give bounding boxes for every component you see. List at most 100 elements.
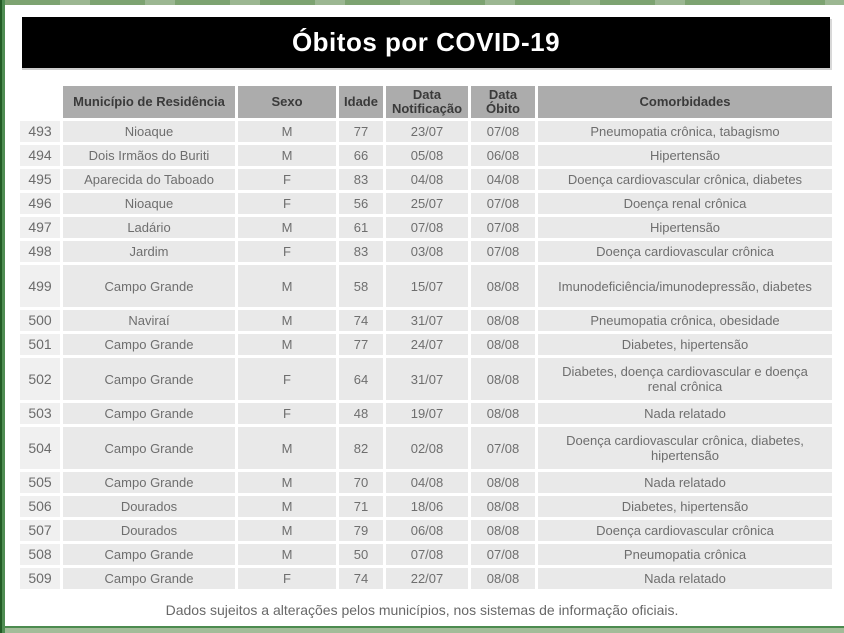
cell-municipio: Campo Grande: [63, 265, 235, 307]
cell-idade: 66: [339, 145, 383, 166]
cell-data-notificacao: 03/08: [386, 241, 468, 262]
table-row: 508 Campo Grande M 50 07/08 07/08 Pneumopatia …: [20, 544, 832, 565]
cell-municipio: Aparecida do Taboado: [63, 169, 235, 190]
cell-sexo: M: [238, 217, 336, 238]
col-header-sexo: Sexo: [238, 86, 336, 118]
cell-idade: 74: [339, 310, 383, 331]
cell-data-obito: 04/08: [471, 169, 535, 190]
cell-municipio: Campo Grande: [63, 544, 235, 565]
cell-data-notificacao: 07/08: [386, 544, 468, 565]
cell-row-number: 506: [20, 496, 60, 517]
cell-sexo: M: [238, 121, 336, 142]
cell-municipio: Dourados: [63, 496, 235, 517]
col-header-comorbidades: Comorbidades: [538, 86, 832, 118]
cell-data-notificacao: 04/08: [386, 169, 468, 190]
table-row: 499 Campo Grande M 58 15/07 08/08 Imunodeficiê…: [20, 265, 832, 307]
cell-municipio: Nioaque: [63, 193, 235, 214]
cell-data-obito: 06/08: [471, 145, 535, 166]
cell-comorbidades: Doença cardiovascular crônica: [538, 520, 832, 541]
cell-data-notificacao: 22/07: [386, 568, 468, 589]
cell-data-obito: 08/08: [471, 265, 535, 307]
cell-row-number: 496: [20, 193, 60, 214]
cell-data-obito: 08/08: [471, 310, 535, 331]
cell-data-notificacao: 25/07: [386, 193, 468, 214]
cell-sexo: M: [238, 334, 336, 355]
table-body: 493 Nioaque M 77 23/07 07/08 Pneumopatia crôni…: [20, 121, 832, 589]
table-row: 494 Dois Irmãos do Buriti M 66 05/08 06/08 Hip…: [20, 145, 832, 166]
cell-idade: 61: [339, 217, 383, 238]
cell-data-notificacao: 24/07: [386, 334, 468, 355]
cell-comorbidades: Nada relatado: [538, 472, 832, 493]
cell-data-notificacao: 04/08: [386, 472, 468, 493]
table-row: 502 Campo Grande F 64 31/07 08/08 Diabetes, do…: [20, 358, 832, 400]
table-row: 500 Naviraí M 74 31/07 08/08 Pneumopatia crôni…: [20, 310, 832, 331]
top-border-decoration: [5, 0, 844, 5]
table-row: 504 Campo Grande M 82 02/08 07/08 Doença cardi…: [20, 427, 832, 469]
cell-data-notificacao: 05/08: [386, 145, 468, 166]
cell-row-number: 499: [20, 265, 60, 307]
cell-data-notificacao: 23/07: [386, 121, 468, 142]
cell-sexo: M: [238, 520, 336, 541]
cell-municipio: Campo Grande: [63, 334, 235, 355]
title-banner: Óbitos por COVID-19: [22, 17, 830, 68]
cell-idade: 79: [339, 520, 383, 541]
cell-row-number: 495: [20, 169, 60, 190]
col-header-data-obito: Data Óbito: [471, 86, 535, 118]
cell-data-notificacao: 31/07: [386, 310, 468, 331]
cell-row-number: 498: [20, 241, 60, 262]
cell-data-obito: 07/08: [471, 121, 535, 142]
cell-data-notificacao: 06/08: [386, 520, 468, 541]
cell-row-number: 501: [20, 334, 60, 355]
cell-data-obito: 08/08: [471, 334, 535, 355]
cell-sexo: F: [238, 403, 336, 424]
cell-municipio: Naviraí: [63, 310, 235, 331]
cell-sexo: M: [238, 145, 336, 166]
cell-data-obito: 08/08: [471, 403, 535, 424]
cell-data-obito: 08/08: [471, 358, 535, 400]
cell-row-number: 497: [20, 217, 60, 238]
cell-municipio: Ladário: [63, 217, 235, 238]
cell-comorbidades: Doença cardiovascular crônica, diabetes,…: [538, 427, 832, 469]
bottom-border-decoration: [5, 626, 844, 633]
cell-sexo: M: [238, 427, 336, 469]
cell-row-number: 508: [20, 544, 60, 565]
cell-municipio: Campo Grande: [63, 403, 235, 424]
cell-idade: 77: [339, 334, 383, 355]
cell-idade: 58: [339, 265, 383, 307]
cell-municipio: Dois Irmãos do Buriti: [63, 145, 235, 166]
table-row: 498 Jardim F 83 03/08 07/08 Doença cardiovascu…: [20, 241, 832, 262]
cell-comorbidades: Pneumopatia crônica: [538, 544, 832, 565]
cell-data-obito: 08/08: [471, 472, 535, 493]
cell-comorbidades: Doença cardiovascular crônica: [538, 241, 832, 262]
table-row: 501 Campo Grande M 77 24/07 08/08 Diabetes, hi…: [20, 334, 832, 355]
comorbidades-text: Doença cardiovascular crônica, diabetes,…: [566, 433, 804, 463]
cell-idade: 83: [339, 169, 383, 190]
cell-row-number: 500: [20, 310, 60, 331]
cell-idade: 82: [339, 427, 383, 469]
cell-sexo: F: [238, 241, 336, 262]
cell-sexo: M: [238, 496, 336, 517]
cell-data-notificacao: 31/07: [386, 358, 468, 400]
cell-comorbidades: Pneumopatia crônica, obesidade: [538, 310, 832, 331]
table-row: 493 Nioaque M 77 23/07 07/08 Pneumopatia crôni…: [20, 121, 832, 142]
cell-municipio: Campo Grande: [63, 427, 235, 469]
cell-idade: 71: [339, 496, 383, 517]
cell-row-number: 494: [20, 145, 60, 166]
comorbidades-text: Diabetes, doença cardiovascular e doença…: [562, 364, 808, 394]
cell-row-number: 493: [20, 121, 60, 142]
cell-comorbidades: Diabetes, hipertensão: [538, 334, 832, 355]
cell-data-obito: 07/08: [471, 241, 535, 262]
cell-data-obito: 07/08: [471, 217, 535, 238]
cell-idade: 77: [339, 121, 383, 142]
page-title: Óbitos por COVID-19: [291, 27, 561, 57]
deaths-table: Município de Residência Sexo Idade Data …: [17, 83, 835, 592]
cell-idade: 48: [339, 403, 383, 424]
col-header-idade: Idade: [339, 86, 383, 118]
cell-sexo: M: [238, 544, 336, 565]
row-number-header: [20, 86, 60, 118]
cell-idade: 70: [339, 472, 383, 493]
cell-data-obito: 08/08: [471, 496, 535, 517]
cell-row-number: 507: [20, 520, 60, 541]
comorbidades-text: Imunodeficiência/imunodepressão, diabete…: [558, 278, 812, 294]
col-header-data-notificacao: Data Notificação: [386, 86, 468, 118]
